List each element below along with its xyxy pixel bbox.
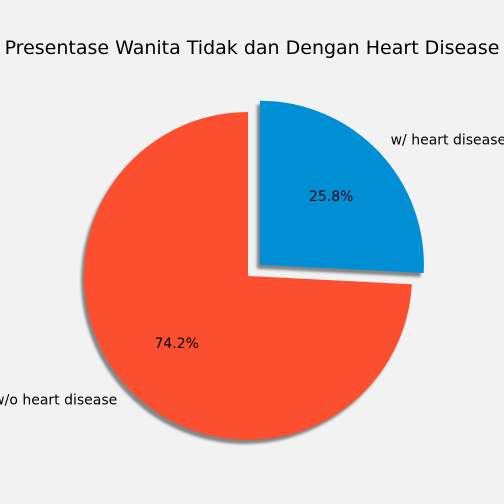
chart-title: Presentase Wanita Tidak dan Dengan Heart… [5, 37, 500, 59]
pie-labels: w/ heart disease 25.8% w/o heart disease 74… [0, 132, 504, 408]
pie-slice-w-heart-disease [259, 100, 424, 273]
slice-label-w-o-heart-disease: w/o heart disease [0, 392, 117, 408]
pie-slice-w-o-heart-disease [83, 112, 412, 440]
slice-label-w-heart-disease: w/ heart disease [391, 132, 504, 148]
slice-percent-w-heart-disease: 25.8% [309, 189, 353, 205]
slice-percent-w-o-heart-disease: 74.2% [154, 336, 198, 352]
pie-slices [83, 100, 424, 440]
